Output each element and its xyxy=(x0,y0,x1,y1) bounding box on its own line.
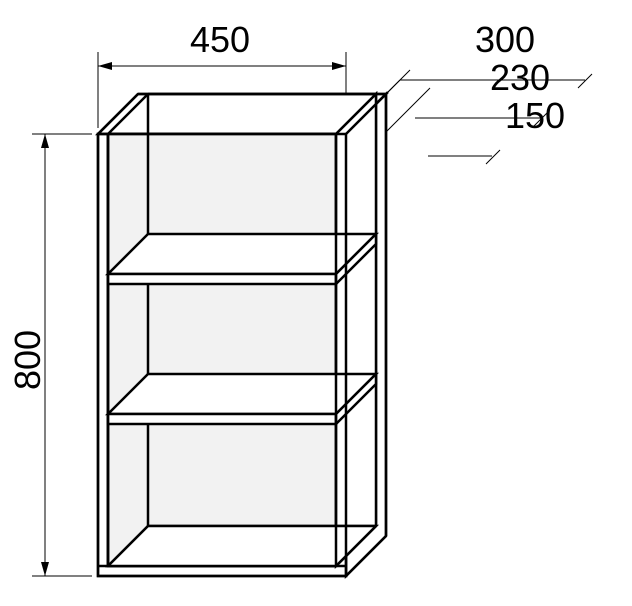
cabinet-drawing: 450 800 300 230 150 xyxy=(0,0,632,606)
dim-height-label: 800 xyxy=(7,330,48,390)
dim-depth-300: 300 xyxy=(475,19,535,60)
dim-depth-230: 230 xyxy=(490,57,550,98)
dim-width-label: 450 xyxy=(190,19,250,60)
cabinet xyxy=(98,94,386,576)
dim-depth-150: 150 xyxy=(505,95,565,136)
